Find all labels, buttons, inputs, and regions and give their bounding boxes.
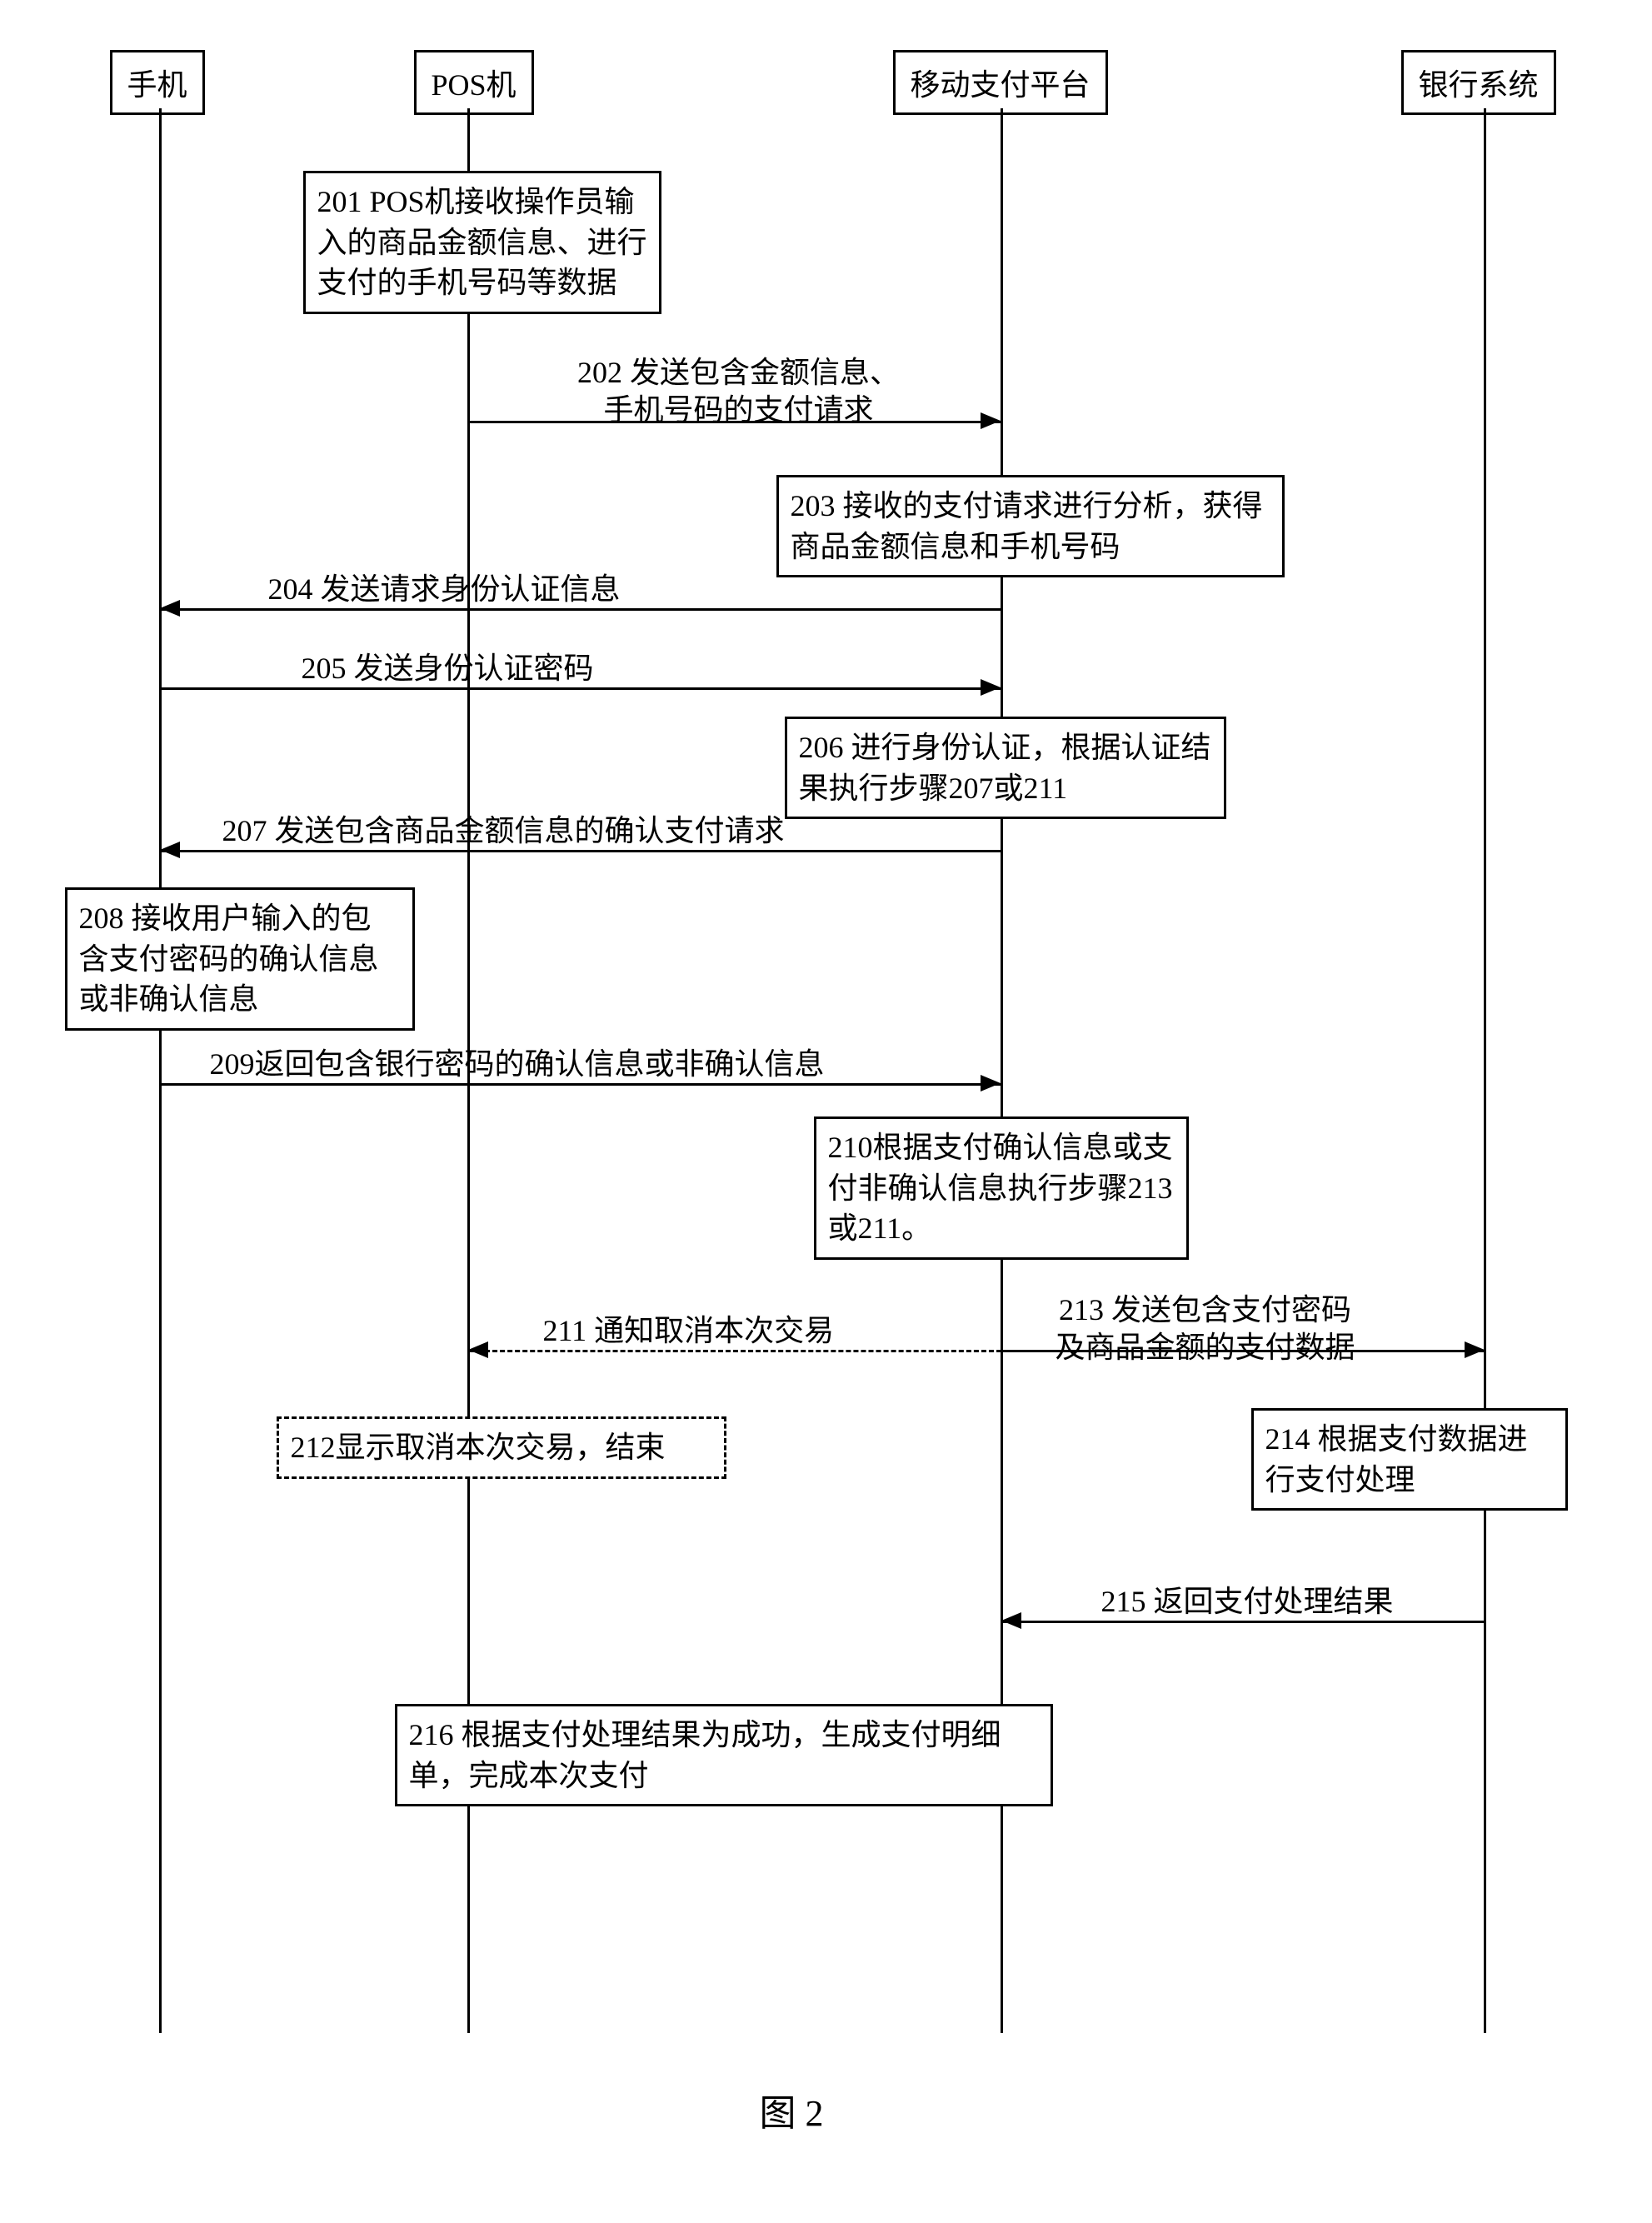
connector-211-212: [467, 1351, 470, 1416]
arrowhead-209: [981, 1075, 1001, 1092]
label-211: 211 通知取消本次交易: [543, 1312, 835, 1350]
step-216: 216 根据支付处理结果为成功，生成支付明细单，完成本次支付: [395, 1704, 1053, 1806]
step-210: 210根据支付确认信息或支付非确认信息执行步骤213或211。: [814, 1116, 1189, 1260]
arrowhead-215: [1001, 1612, 1021, 1629]
arrow-209: [162, 1083, 1001, 1086]
arrowhead-211: [468, 1341, 488, 1358]
step-208: 208 接收用户输入的包含支付密码的确认信息或非确认信息: [65, 887, 415, 1031]
arrowhead-205: [981, 679, 1001, 696]
step-203: 203 接收的支付请求进行分析，获得商品金额信息和手机号码: [776, 475, 1285, 577]
label-204: 204 发送请求身份认证信息: [268, 571, 621, 608]
step-214: 214 根据支付数据进行支付处理: [1251, 1408, 1568, 1511]
arrowhead-204: [160, 600, 180, 617]
participant-phone: 手机: [110, 50, 205, 115]
arrow-207: [162, 850, 1001, 852]
step-212: 212显示取消本次交易，结束: [277, 1416, 726, 1479]
participant-platform: 移动支付平台: [893, 50, 1108, 115]
label-205: 205 发送身份认证密码: [302, 650, 594, 687]
label-207: 207 发送包含商品金额信息的确认支付请求: [222, 812, 785, 850]
label-202: 202 发送包含金额信息、 手机号码的支付请求: [510, 354, 968, 429]
step-201: 201 POS机接收操作员输入的商品金额信息、进行支付的手机号码等数据: [303, 171, 661, 314]
participant-pos: POS机: [414, 50, 534, 115]
label-209: 209返回包含银行密码的确认信息或非确认信息: [210, 1046, 825, 1083]
label-213: 213 发送包含支付密码 及商品金额的支付数据: [1056, 1291, 1355, 1366]
arrowhead-213: [1465, 1341, 1485, 1358]
label-215: 215 返回支付处理结果: [1101, 1583, 1394, 1621]
arrowhead-207: [160, 842, 180, 858]
participant-bank: 银行系统: [1401, 50, 1556, 115]
arrowhead-202: [981, 412, 1001, 429]
lifeline-bank: [1484, 108, 1486, 2033]
step-206: 206 进行身份认证，根据认证结果执行步骤207或211: [785, 717, 1226, 819]
arrow-211: [470, 1350, 1001, 1352]
lifeline-phone: [159, 108, 162, 2033]
arrow-205: [162, 687, 1001, 690]
figure-caption: 图 2: [760, 2083, 824, 2136]
arrow-215: [1003, 1621, 1485, 1623]
arrow-204: [162, 608, 1001, 611]
